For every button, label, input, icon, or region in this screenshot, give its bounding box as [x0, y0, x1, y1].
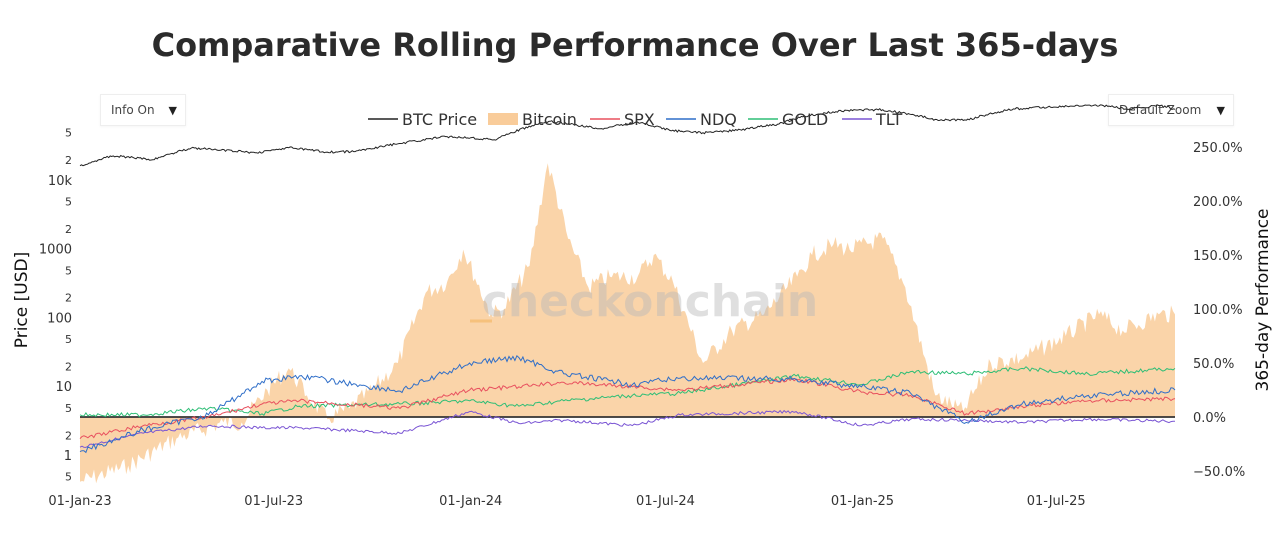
- y-left-tick-label: 2: [65, 292, 72, 305]
- caret-down-icon: ▼: [1216, 103, 1225, 117]
- y-left-tick-label: 100: [47, 311, 72, 326]
- legend-item-btc-price[interactable]: BTC Price: [368, 110, 477, 129]
- y-left-tick-label: 5: [65, 402, 72, 415]
- legend-label: TLT: [875, 110, 902, 129]
- y-left-tick-label: 5: [65, 264, 72, 277]
- y-left-tick-label: 10: [55, 380, 72, 395]
- legend[interactable]: BTC Price Bitcoin SPX NDQ GOLD TLT: [368, 110, 902, 129]
- legend-label: NDQ: [700, 110, 737, 129]
- series-line-gold: [79, 366, 1176, 418]
- y-left-tick-label: 1000: [39, 243, 72, 258]
- y-left-tick-label: 2: [65, 429, 72, 442]
- bitcoin-area-layer: [80, 163, 1175, 484]
- y-left-tick-label: 5: [65, 127, 72, 140]
- x-tick-label: 01-Jan-25: [831, 494, 894, 509]
- y-right-tick-label: −50.0%: [1193, 465, 1245, 480]
- series-area-bitcoin: [80, 163, 1175, 484]
- y-left-tick-label: 5: [65, 196, 72, 209]
- y-left-tick-label: 5: [65, 333, 72, 346]
- info-toggle-dropdown[interactable]: Info On ▼: [100, 94, 186, 126]
- legend-label: BTC Price: [402, 110, 477, 129]
- info-toggle-label: Info On: [111, 103, 155, 117]
- y-left-tick-label: 2: [65, 223, 72, 236]
- asset-lines-layer: [79, 104, 1176, 454]
- y-right-tick-label: 50.0%: [1193, 357, 1234, 372]
- legend-item-tlt[interactable]: TLT: [842, 110, 902, 129]
- y-right-tick-label: 200.0%: [1193, 195, 1243, 210]
- y-left-tick-label: 1: [64, 449, 72, 464]
- legend-item-gold[interactable]: GOLD: [748, 110, 828, 129]
- zoom-select-label: Default Zoom: [1119, 103, 1202, 117]
- x-tick-label: 01-Jul-24: [636, 494, 695, 509]
- chart-title: Comparative Rolling Performance Over Las…: [151, 26, 1119, 64]
- legend-item-spx[interactable]: SPX: [590, 110, 655, 129]
- caret-down-icon: ▼: [168, 103, 177, 117]
- series-line-ndq: [79, 354, 1176, 454]
- y-right-tick-label: 250.0%: [1193, 141, 1243, 156]
- y-right-tick-label: 100.0%: [1193, 303, 1243, 318]
- y-left-tick-label: 2: [65, 360, 72, 373]
- series-line-tlt: [79, 409, 1176, 448]
- legend-label: SPX: [624, 110, 655, 129]
- zoom-select-dropdown[interactable]: Default Zoom ▼: [1108, 94, 1234, 126]
- y-left-tick-label: 2: [65, 154, 72, 167]
- x-tick-label: 01-Jul-25: [1027, 494, 1086, 509]
- legend-item-ndq[interactable]: NDQ: [666, 110, 737, 129]
- watermark: checkonchain: [482, 276, 818, 327]
- y-axis-right-label: 365-day Performance: [1253, 209, 1273, 392]
- x-tick-label: 01-Jan-24: [439, 494, 502, 509]
- legend-label: Bitcoin: [522, 110, 577, 129]
- series-line-spx: [79, 377, 1176, 439]
- y-left-tick-label: 10k: [48, 174, 73, 189]
- x-tick-label: 01-Jan-23: [48, 494, 111, 509]
- x-tick-label: 01-Jul-23: [244, 494, 303, 509]
- y-axis-left-label: Price [USD]: [12, 252, 32, 348]
- axes-layer: 250.0% 200.0% 150.0% 100.0% 50.0% 0.0% −50.0% 5…: [39, 127, 1245, 509]
- legend-swatch: [488, 113, 518, 125]
- y-left-tick-label: 5: [65, 471, 72, 484]
- legend-item-bitcoin[interactable]: Bitcoin: [488, 110, 577, 129]
- y-right-tick-label: 150.0%: [1193, 249, 1243, 264]
- legend-label: GOLD: [782, 110, 828, 129]
- series-line-btc-price: [79, 104, 1176, 167]
- y-right-tick-label: 0.0%: [1193, 411, 1226, 426]
